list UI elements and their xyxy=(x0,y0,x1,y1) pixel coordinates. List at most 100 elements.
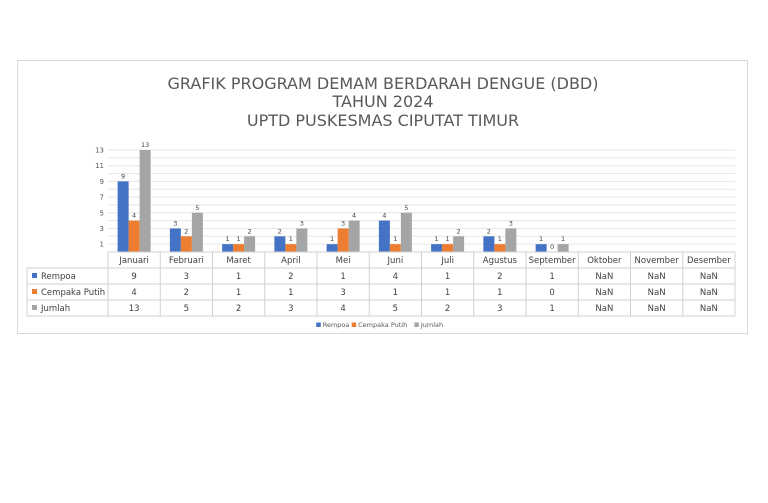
category-label: Juni xyxy=(387,256,404,266)
data-label: 1 xyxy=(226,235,230,243)
table-cell: NaN xyxy=(700,272,718,282)
category-label: November xyxy=(635,256,680,266)
bar xyxy=(348,220,360,252)
data-label: 1 xyxy=(446,235,450,243)
table-series-name: Cempaka Putih xyxy=(41,288,105,298)
table-cell: 1 xyxy=(549,304,554,314)
y-tick-label: 7 xyxy=(100,194,104,202)
data-label: 1 xyxy=(393,235,397,243)
table-cell: 1 xyxy=(340,272,345,282)
chart-frame: GRAFIK PROGRAM DEMAM BERDARAH DENGUE (DB… xyxy=(17,60,748,334)
table-cell: 3 xyxy=(288,304,293,314)
bar xyxy=(442,244,454,252)
category-label: Januari xyxy=(118,256,149,266)
category-label: Februari xyxy=(169,256,204,266)
chart-title-line-1: GRAFIK PROGRAM DEMAM BERDARAH DENGUE (DB… xyxy=(168,74,599,93)
legend-swatch xyxy=(414,322,419,327)
bar xyxy=(378,220,390,252)
bar xyxy=(244,236,256,252)
table-cell: 3 xyxy=(340,288,345,298)
table-cell: NaN xyxy=(648,272,666,282)
y-tick-label: 1 xyxy=(100,241,104,249)
table-cell: 1 xyxy=(445,272,450,282)
bar xyxy=(191,212,203,252)
category-label: Oktober xyxy=(587,256,622,266)
bar xyxy=(128,220,140,252)
y-tick-label: 3 xyxy=(100,225,104,233)
table-cell: NaN xyxy=(648,304,666,314)
y-tick-label: 11 xyxy=(95,162,104,170)
bar xyxy=(117,181,129,252)
bar xyxy=(557,244,569,252)
table-cell: 2 xyxy=(288,272,293,282)
table-cell: 4 xyxy=(340,304,345,314)
legend-label: Cempaka Putih xyxy=(358,321,407,329)
data-label: 1 xyxy=(435,235,439,243)
bar xyxy=(337,228,349,252)
data-label: 1 xyxy=(498,235,502,243)
table-cell: 2 xyxy=(184,288,189,298)
table-cell: NaN xyxy=(595,288,613,298)
table-cell: 4 xyxy=(131,288,136,298)
data-label: 4 xyxy=(382,212,386,220)
table-cell: 2 xyxy=(497,272,502,282)
bar xyxy=(139,150,151,252)
data-label: 1 xyxy=(237,235,241,243)
data-label: 0 xyxy=(550,243,554,251)
table-cell: NaN xyxy=(700,304,718,314)
y-tick-label: 13 xyxy=(95,147,104,155)
bar xyxy=(296,228,308,252)
table-cell: NaN xyxy=(595,304,613,314)
category-label: Mei xyxy=(336,256,351,266)
bar xyxy=(285,244,297,252)
chart: GRAFIK PROGRAM DEMAM BERDARAH DENGUE (DB… xyxy=(26,74,736,329)
bar xyxy=(389,244,401,252)
table-cell: 13 xyxy=(129,304,140,314)
legend: Rempoa Cempaka Putih Jumlah xyxy=(316,321,443,329)
table-cell: 5 xyxy=(393,304,398,314)
category-label: Agustus xyxy=(483,256,518,266)
bar xyxy=(400,212,412,252)
table-series-name: Jumlah xyxy=(40,304,70,314)
bar xyxy=(233,244,245,252)
bar xyxy=(180,236,192,252)
table-cell: 1 xyxy=(288,288,293,298)
data-label: 2 xyxy=(457,227,461,235)
table-cell: 1 xyxy=(393,288,398,298)
bar xyxy=(505,228,517,252)
category-label: Maret xyxy=(226,256,251,266)
table-cell: 1 xyxy=(497,288,502,298)
legend-swatch xyxy=(351,322,357,327)
bar xyxy=(453,236,465,252)
bar xyxy=(431,244,443,252)
data-label: 1 xyxy=(330,235,334,243)
category-label: Juli xyxy=(440,256,454,266)
data-label: 2 xyxy=(487,227,491,235)
legend-label: Rempoa xyxy=(323,321,350,329)
table-cell: 3 xyxy=(184,272,189,282)
table-cell: 1 xyxy=(445,288,450,298)
category-label: September xyxy=(529,256,576,266)
data-label: 3 xyxy=(300,219,304,227)
chart-title-line-3: UPTD PUSKESMAS CIPUTAT TIMUR xyxy=(247,111,519,130)
data-label: 9 xyxy=(121,172,125,180)
data-label: 1 xyxy=(289,235,293,243)
bar xyxy=(494,244,506,252)
data-label: 3 xyxy=(341,219,345,227)
table-cell: 4 xyxy=(393,272,398,282)
category-label: April xyxy=(281,256,300,266)
data-label: 1 xyxy=(539,235,543,243)
bars xyxy=(117,150,569,252)
data-label: 4 xyxy=(352,212,356,220)
data-label: 3 xyxy=(173,219,177,227)
y-tick-label: 9 xyxy=(100,178,104,186)
chart-title: GRAFIK PROGRAM DEMAM BERDARAH DENGUE (DB… xyxy=(168,74,599,130)
data-table: Januari Februari Maret April Mei Juni Juli Agus… xyxy=(26,251,736,317)
table-series-name: Rempoa xyxy=(41,272,76,282)
table-legend-key xyxy=(32,305,37,310)
data-label: 2 xyxy=(278,227,282,235)
bar xyxy=(274,236,286,252)
bar xyxy=(169,228,181,252)
